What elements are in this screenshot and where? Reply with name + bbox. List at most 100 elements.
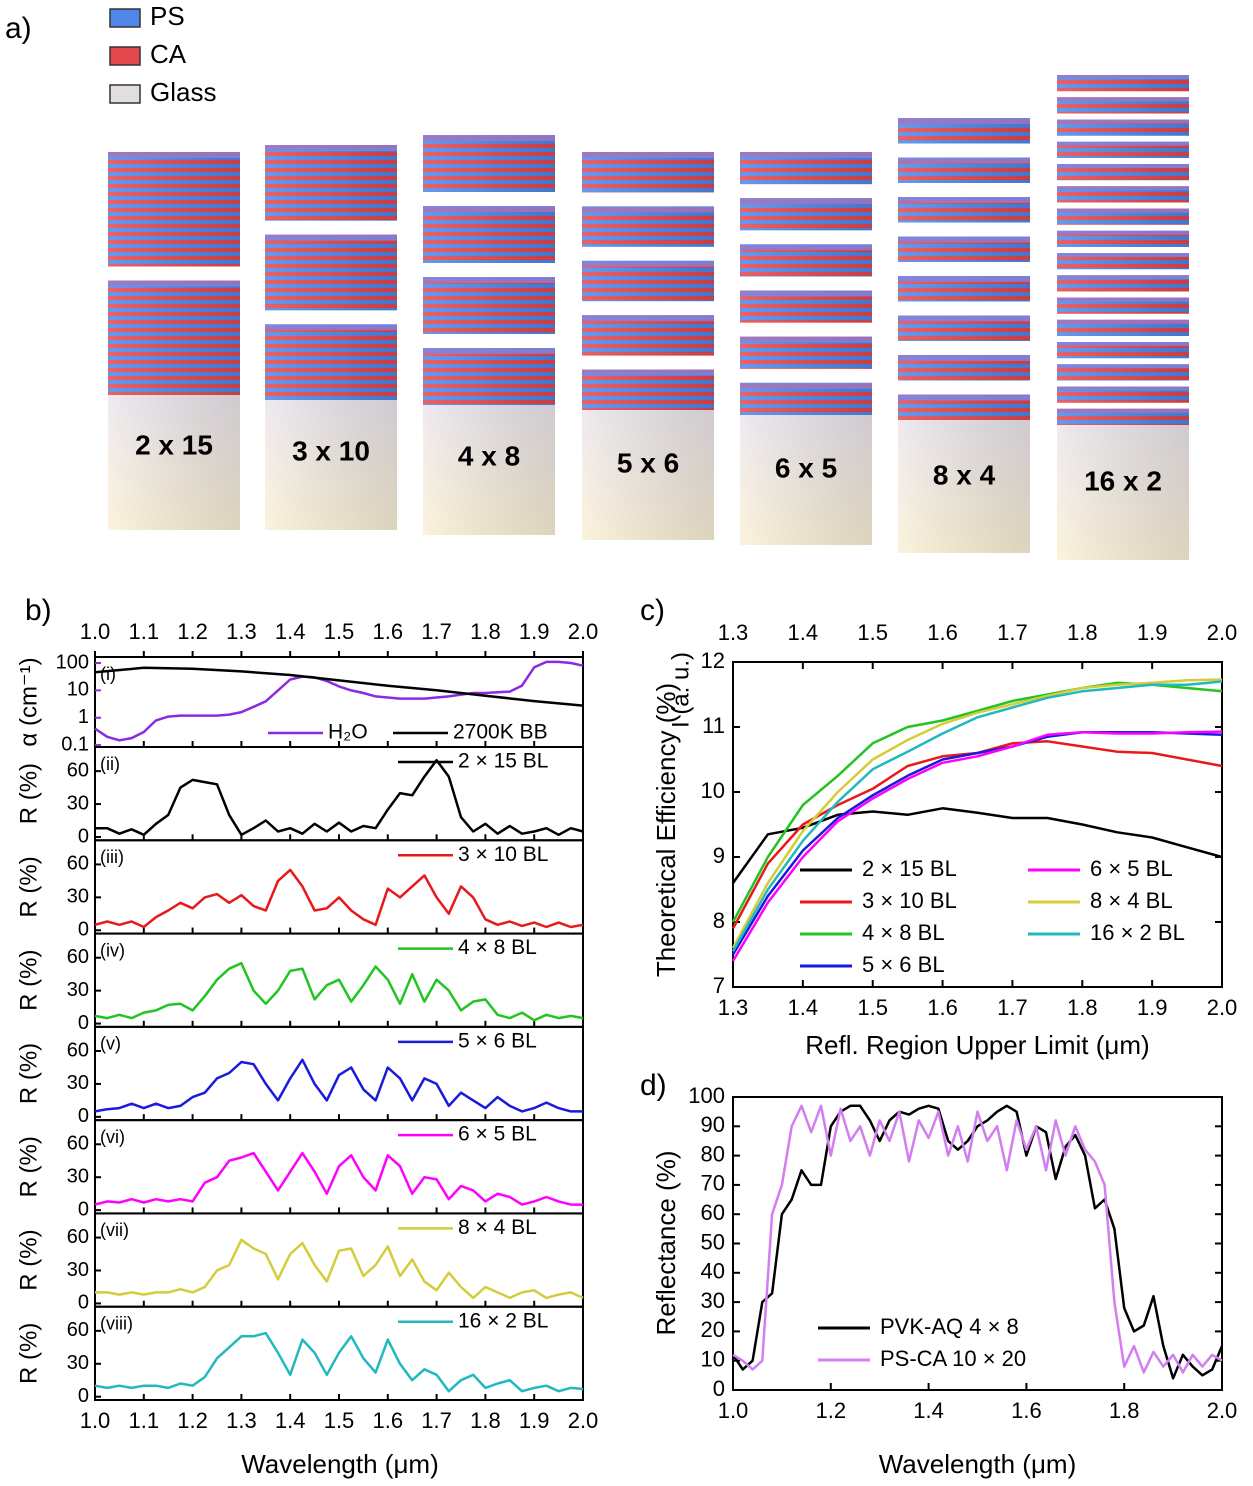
x-tick-label: 1.5 <box>324 1408 355 1433</box>
data-line <box>731 680 1223 952</box>
block-top <box>265 234 397 241</box>
x-tick-label: 1.2 <box>816 1398 847 1423</box>
x-tick-label: 1.4 <box>275 619 306 644</box>
x-tick-label: 1.7 <box>421 1408 452 1433</box>
plot-frame <box>732 661 1223 988</box>
stack-label: 3 x 10 <box>292 435 370 466</box>
legend-label: 2 × 15 BL <box>458 750 549 773</box>
block-top <box>1057 275 1189 280</box>
layer-shade <box>582 260 714 302</box>
x-tick-label: 1.6 <box>1011 1398 1042 1423</box>
data-line <box>731 730 1223 962</box>
data-line <box>732 1104 1223 1374</box>
data-line <box>94 961 584 1022</box>
x-tick-label: 1.7 <box>997 995 1028 1020</box>
subplot-tag: (i) <box>100 664 116 684</box>
block-top <box>740 152 872 158</box>
block-top <box>740 290 872 297</box>
x-tick-label: 1.9 <box>519 619 550 644</box>
data-line <box>731 807 1223 884</box>
block-top <box>582 152 714 158</box>
data-line <box>94 1058 583 1113</box>
x-tick-label: 1.5 <box>857 620 888 645</box>
y-tick-label: 60 <box>67 1226 89 1248</box>
layer-shade <box>423 206 555 263</box>
subplot-tag: (iii) <box>100 847 124 867</box>
block-top <box>1057 119 1189 124</box>
block-top <box>265 145 397 151</box>
data-line <box>95 758 584 837</box>
data-line <box>731 1104 1224 1380</box>
subplot-tag: (iv) <box>100 940 125 960</box>
block-top <box>1057 408 1189 413</box>
data-line <box>94 660 584 742</box>
y-tick-label: 7 <box>713 973 725 998</box>
legend-label: 5 × 6 BL <box>458 1029 537 1052</box>
legend-label: 2700K BB <box>453 721 548 744</box>
stack-label: 16 x 2 <box>1084 465 1162 496</box>
x-tick-label: 1.9 <box>1137 620 1168 645</box>
y-tick-label: 100 <box>688 1083 725 1108</box>
y-tick-label: 50 <box>701 1229 725 1254</box>
block-top <box>740 382 872 389</box>
y-tick-label: 10 <box>701 1347 725 1372</box>
x-tick-label: 1.6 <box>373 1408 404 1433</box>
data-line <box>94 1151 583 1206</box>
block-top <box>1057 364 1189 369</box>
y-tick-label: 8 <box>713 908 725 933</box>
layer-shade <box>108 280 240 395</box>
y-tick-label: 80 <box>701 1141 725 1166</box>
x-tick-label: 1.5 <box>324 619 355 644</box>
x-tick-label: 1.2 <box>177 619 208 644</box>
y-tick-label: 0 <box>78 1012 89 1034</box>
y2-axis-label: I (a. u.) <box>667 652 694 728</box>
y-tick-label: 40 <box>701 1259 725 1284</box>
substrate-shade <box>582 410 714 540</box>
block-top <box>582 369 714 376</box>
x-axis-label: Refl. Region Upper Limit (μm) <box>805 1030 1149 1060</box>
x-tick-label: 1.6 <box>927 620 958 645</box>
x-tick-label: 1.9 <box>1137 995 1168 1020</box>
x-tick-label: 1.9 <box>519 1408 550 1433</box>
y-tick-label: 20 <box>701 1317 725 1342</box>
block-top <box>1057 164 1189 169</box>
y-axis-label: R (%) <box>15 856 42 917</box>
block-top <box>898 276 1030 282</box>
y-tick-label: 70 <box>701 1171 725 1196</box>
y-tick-label: 0 <box>78 1198 89 1220</box>
y-axis-label: R (%) <box>15 763 42 824</box>
x-tick-label: 1.8 <box>1067 620 1098 645</box>
y-tick-label: 0.1 <box>61 733 89 755</box>
block-top <box>265 324 397 331</box>
y-tick-label: 60 <box>67 1319 89 1341</box>
legend-label: PS <box>150 1 185 31</box>
y-tick-label: 10 <box>67 679 89 701</box>
data-line <box>94 868 584 929</box>
layer-shade <box>582 206 714 247</box>
y-tick-label: 30 <box>701 1288 725 1313</box>
y-tick-label: 60 <box>67 1039 89 1061</box>
panel-label: b) <box>25 594 52 627</box>
x-tick-label: 1.0 <box>80 1408 111 1433</box>
y-tick-label: 10 <box>701 778 725 803</box>
stack <box>898 118 1030 553</box>
substrate-shade <box>265 400 397 530</box>
block-top <box>898 236 1030 243</box>
layer-shade <box>582 315 714 356</box>
panel-label: a) <box>5 12 32 45</box>
block-top <box>898 355 1030 361</box>
block-top <box>1057 186 1189 191</box>
x-tick-label: 1.4 <box>788 995 819 1020</box>
block-top <box>108 280 240 287</box>
x-tick-label: 1.8 <box>470 619 501 644</box>
legend-swatch <box>109 84 141 104</box>
y-tick-label: 100 <box>56 651 89 673</box>
x-tick-label: 1.7 <box>997 620 1028 645</box>
x-tick-label: 1.8 <box>1109 1398 1140 1423</box>
legend-swatch <box>109 8 141 28</box>
block-top <box>1057 319 1189 324</box>
y-tick-label: 11 <box>702 713 725 738</box>
block-top <box>1057 230 1189 235</box>
